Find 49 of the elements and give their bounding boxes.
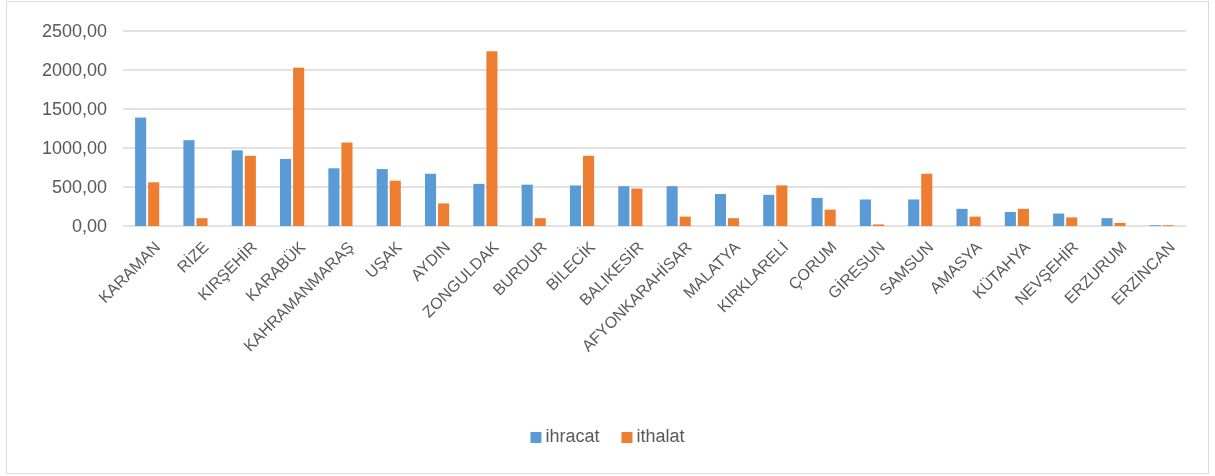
bar: [280, 158, 292, 226]
bar: [776, 185, 788, 226]
bar: [1017, 208, 1029, 226]
bar: [679, 216, 691, 226]
bar: [1101, 218, 1113, 226]
legend-label: ihracat: [545, 426, 600, 446]
bar: [1114, 222, 1126, 226]
bar: [244, 155, 256, 226]
y-tick-label: 1500,00: [41, 99, 107, 120]
y-tick-label: 2500,00: [41, 21, 107, 42]
bar: [135, 117, 147, 226]
bar: [328, 168, 340, 226]
bar: [1004, 211, 1016, 226]
y-tick-label: 500,00: [51, 177, 107, 198]
bar: [486, 51, 498, 226]
bar: [666, 186, 678, 226]
bar: [921, 173, 933, 226]
bar: [196, 218, 208, 226]
bar: [824, 209, 836, 226]
bar: [859, 199, 871, 226]
bar: [908, 199, 920, 226]
bar: [148, 182, 160, 226]
bar: [231, 150, 243, 226]
y-tick-label: 1000,00: [41, 138, 107, 159]
y-tick-label: 0,00: [71, 216, 107, 237]
bar: [569, 185, 582, 226]
bar: [714, 194, 726, 226]
bar: [293, 67, 305, 226]
bar: [763, 194, 775, 226]
y-tick-label: 2000,00: [41, 60, 107, 81]
bar: [183, 140, 195, 226]
bar: [631, 188, 643, 226]
bar: [473, 183, 485, 226]
bar: [1066, 217, 1078, 226]
bar: [534, 218, 546, 226]
bar: [811, 197, 823, 226]
bar: [438, 203, 450, 226]
legend-label: ithalat: [636, 426, 685, 446]
bar: [969, 216, 981, 226]
bar: [521, 184, 533, 226]
bar: [1053, 213, 1065, 226]
bar: [424, 173, 437, 226]
bar: [583, 155, 595, 226]
bar: [376, 169, 388, 226]
bar: [389, 180, 401, 226]
bar: [956, 208, 968, 226]
bar: [618, 186, 630, 226]
bar: [341, 142, 353, 226]
bar: [727, 218, 740, 226]
